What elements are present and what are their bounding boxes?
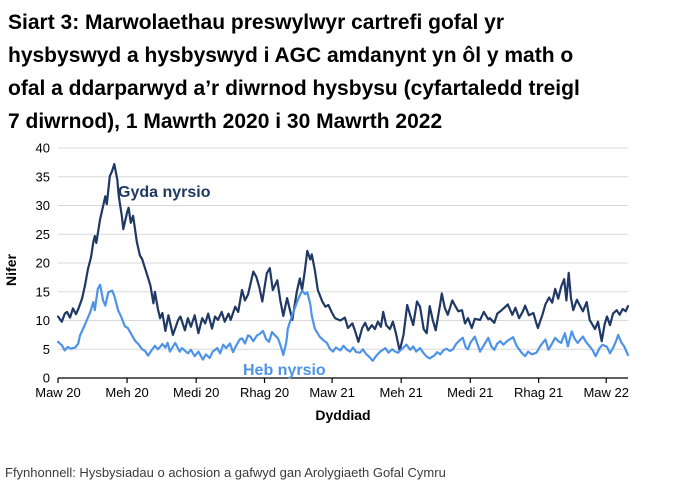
y-tick-label: 15 [36, 284, 50, 299]
y-tick-label: 35 [36, 169, 50, 184]
y-tick-label: 0 [43, 371, 50, 386]
x-tick-label: Rhag 21 [514, 385, 563, 400]
series-line-heb-nyrsio [56, 283, 630, 362]
y-tick-label: 10 [36, 313, 50, 328]
y-tick-label: 20 [36, 256, 50, 271]
x-tick-label: Maw 20 [35, 385, 81, 400]
x-tick-label: Maw 21 [309, 385, 355, 400]
chart-title: Siart 3: Marwolaethau preswylwyr cartref… [8, 11, 580, 133]
chart-area: 0 5 10 15 20 25 30 35 40 Maw 20 Meh 20 Medi 20 Rhag … [0, 143, 675, 443]
x-tick-label: Meh 21 [380, 385, 423, 400]
y-tick-label: 25 [36, 227, 50, 242]
x-tick-label: Medi 20 [173, 385, 219, 400]
y-tick-label: 30 [36, 198, 50, 213]
y-tick-label: 5 [43, 342, 50, 357]
series-line-gyda-nyrsio [56, 163, 630, 353]
y-tick-label: 40 [36, 143, 50, 156]
source-note: Ffynhonnell: Hysbysiadau o achosion a ga… [5, 465, 446, 480]
x-axis-title: Dyddiad [315, 407, 370, 423]
x-tick-label: Meh 20 [105, 385, 148, 400]
x-tick-label: Rhag 20 [240, 385, 289, 400]
x-tick-label: Maw 22 [583, 385, 629, 400]
chart-svg: 0 5 10 15 20 25 30 35 40 Maw 20 Meh 20 Medi 20 Rhag … [3, 143, 630, 423]
x-tick-label: Medi 21 [447, 385, 493, 400]
series-label-heb-nyrsio: Heb nyrsio [243, 362, 326, 379]
series-label-gyda-nyrsio: Gyda nyrsio [118, 184, 211, 201]
y-axis-title: Nifer [3, 254, 19, 286]
